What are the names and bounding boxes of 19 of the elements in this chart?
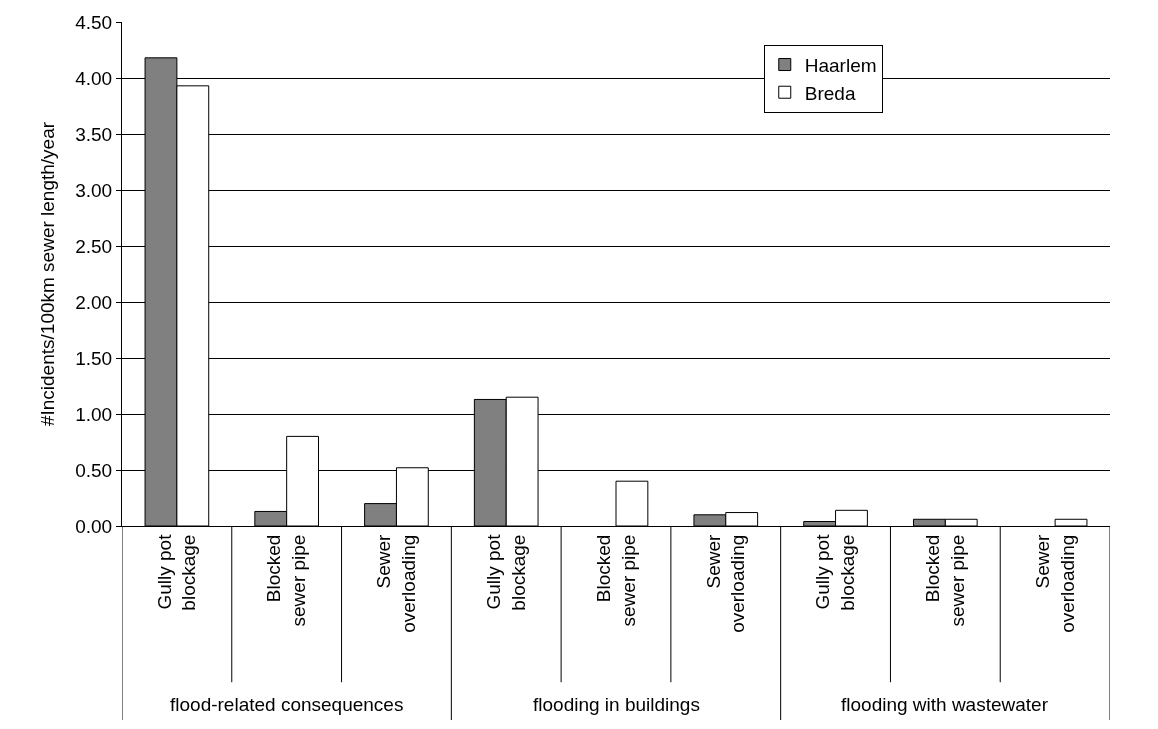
text: flooding in buildings: [533, 694, 700, 715]
y-axis-title: #Incidents/100km sewer length/year: [37, 121, 59, 427]
legend-label: Haarlem: [804, 54, 877, 76]
x-tick-label: Gully pot blockage: [153, 533, 200, 611]
y-tick-label: 4.50: [75, 11, 113, 33]
y-tick-label: 2.50: [75, 235, 113, 257]
y-tick-label: 2.00: [75, 291, 113, 313]
y-tick-label: 1.50: [75, 347, 113, 369]
y-tick-label: 4.00: [75, 67, 113, 89]
text: flood-related consequences: [170, 694, 404, 715]
y-tick-label: 3.50: [75, 123, 113, 145]
y-tick-label: 1.00: [75, 403, 113, 425]
text: flooding with wastewater: [841, 694, 1049, 715]
x-tick-label: Gully pot blockage: [812, 533, 859, 611]
y-tick-label: 0.50: [75, 459, 113, 481]
legend-label: Breda: [804, 82, 856, 104]
y-tick-label: 0.00: [75, 515, 113, 537]
x-tick-label: Gully pot blockage: [483, 533, 529, 611]
y-tick-label: 3.00: [75, 179, 113, 201]
